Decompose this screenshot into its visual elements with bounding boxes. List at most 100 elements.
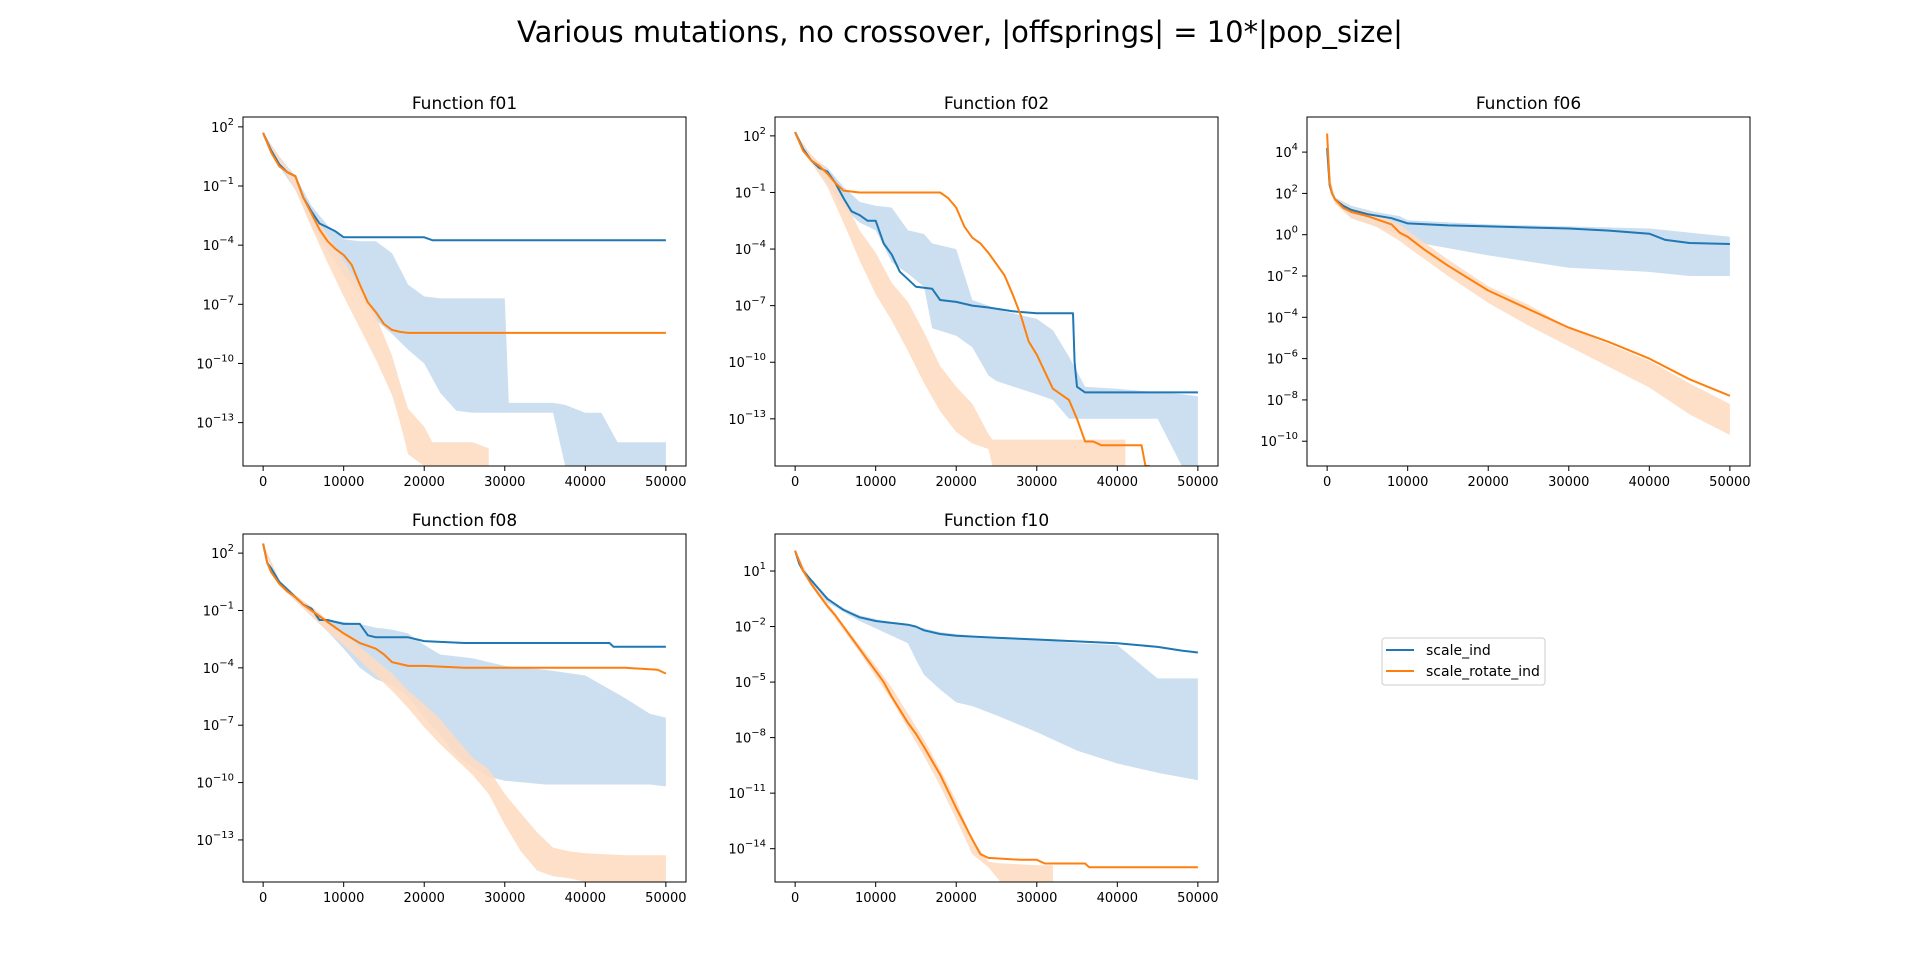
subplot-function-f01: Function f01 0 10000 20000 30000 40000 50000 10… [196,94,686,490]
x-tick-label: 10000 [323,475,364,490]
subplot-title: Function f02 [944,94,1049,114]
x-tick-label: 0 [1323,475,1331,490]
x-tick-label: 20000 [404,891,445,906]
figure-title: Various mutations, no crossover, |offspr… [517,15,1403,49]
plot-area [1326,133,1731,435]
x-tick-label: 30000 [1548,475,1589,490]
band-scale-rotate-ind [795,132,1126,466]
y-tick-label: 10−7 [203,294,234,313]
plot-area [262,543,667,882]
y-tick-label: 10−1 [203,176,234,195]
y-tick-label: 10−1 [735,182,766,201]
x-tick-label: 20000 [936,475,977,490]
x-tick-label: 40000 [1629,475,1670,490]
band-scale-rotate-ind [263,132,489,466]
subplot-function-f10: Function f10 0 10000 20000 30000 40000 50000 10… [728,511,1218,906]
y-tick-label: 10−4 [1267,307,1298,326]
x-tick-label: 0 [259,475,267,490]
band-scale-ind [795,132,1198,466]
band-scale-ind [795,550,1198,781]
x-tick-label: 10000 [1387,475,1428,490]
axes-frame [774,533,1219,883]
y-tick-label: 10−10 [196,353,234,372]
line-scale-rotate-ind [794,550,1198,869]
x-tick-label: 30000 [484,891,525,906]
line-scale-rotate-ind [1326,133,1731,397]
y-tick-label: 10−11 [728,783,766,802]
y-tick-label: 102 [743,126,766,145]
x-tick-label: 50000 [645,475,686,490]
x-tick-label: 0 [259,891,267,906]
y-tick-label: 10−5 [735,672,766,691]
legend-label-scale-rotate-ind: scale_rotate_ind [1426,664,1540,680]
band-scale-ind [1327,148,1730,276]
y-tick-label: 10−2 [1267,266,1298,285]
x-tick-label: 30000 [1016,891,1057,906]
line-scale-ind [794,550,1199,654]
legend: scale_ind scale_rotate_ind [1381,637,1546,686]
x-tick-label: 0 [791,475,799,490]
x-tick-label: 0 [791,891,799,906]
line-scale-rotate-ind [794,131,1150,466]
y-tick-label: 10−10 [196,773,234,792]
line-scale-rotate-ind [262,132,666,334]
y-tick-label: 10−8 [1267,390,1298,409]
x-tick-label: 40000 [565,891,606,906]
axes-frame [242,116,687,467]
y-tick-label: 10−4 [735,239,766,258]
y-tick-label: 10−4 [203,235,234,254]
plot-area [794,550,1199,882]
y-tick-label: 104 [1275,142,1298,161]
x-tick-label: 50000 [1177,475,1218,490]
axes-frame [1306,116,1751,467]
subplot-title: Function f01 [412,94,517,114]
y-tick-label: 10−10 [1260,431,1298,450]
subplot-title: Function f10 [944,511,1049,531]
axes-frame [774,116,1219,467]
band-scale-rotate-ind [1327,133,1730,435]
y-tick-label: 102 [211,117,234,136]
x-tick-label: 10000 [323,891,364,906]
x-tick-label: 50000 [645,891,686,906]
y-tick-label: 10−14 [728,839,766,858]
legend-frame [1381,637,1546,686]
y-tick-label: 10−8 [735,728,766,747]
axes-frame [242,533,687,883]
band-scale-ind [263,132,666,466]
subplot-function-f02: Function f02 0 10000 20000 30000 40000 50000 10… [728,94,1218,490]
x-tick-label: 30000 [1016,475,1057,490]
y-tick-label: 10−13 [728,409,766,428]
subplot-title: Function f08 [412,511,517,531]
y-tick-label: 10−13 [196,830,234,849]
x-tick-label: 10000 [855,475,896,490]
line-scale-ind [262,543,666,648]
x-tick-label: 40000 [565,475,606,490]
x-tick-label: 50000 [1709,475,1750,490]
y-tick-label: 10−6 [1267,349,1298,368]
x-tick-label: 30000 [484,475,525,490]
subplot-title: Function f06 [1476,94,1581,114]
x-tick-label: 50000 [1177,891,1218,906]
subplot-function-f08: Function f08 0 10000 20000 30000 40000 50000 10… [196,511,686,906]
plot-area [794,131,1198,466]
x-tick-label: 20000 [404,475,445,490]
x-tick-label: 10000 [855,891,896,906]
y-tick-label: 10−2 [735,617,766,636]
y-tick-label: 10−13 [196,413,234,432]
band-scale-ind [263,543,666,787]
y-tick-label: 10−4 [203,658,234,677]
plot-area [262,132,666,466]
x-tick-label: 40000 [1097,475,1138,490]
x-tick-label: 40000 [1097,891,1138,906]
subplot-function-f06: Function f06 0 10000 20000 30000 40000 50000 10… [1260,94,1750,490]
y-tick-label: 10−7 [203,715,234,734]
y-tick-label: 102 [211,543,234,562]
y-tick-label: 100 [1275,225,1298,244]
x-tick-label: 20000 [1468,475,1509,490]
line-scale-ind [262,132,666,242]
y-tick-label: 10−7 [735,296,766,315]
y-tick-label: 10−10 [728,352,766,371]
y-tick-label: 10−1 [203,600,234,619]
